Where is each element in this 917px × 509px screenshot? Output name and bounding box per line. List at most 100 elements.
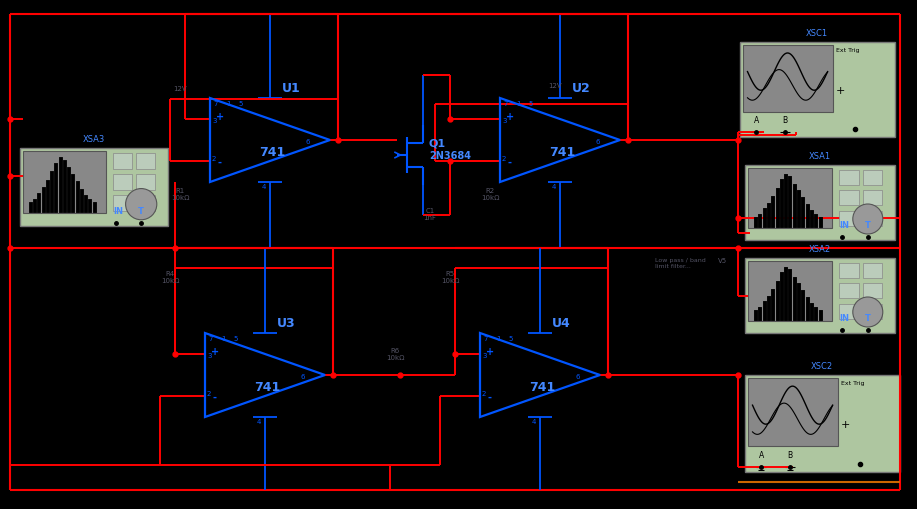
Text: -: - [508,158,512,168]
FancyBboxPatch shape [113,195,132,211]
Text: 6: 6 [596,139,601,145]
FancyBboxPatch shape [839,170,858,185]
Text: T: T [865,221,871,230]
FancyBboxPatch shape [839,283,858,298]
FancyBboxPatch shape [743,45,833,111]
FancyBboxPatch shape [863,211,882,225]
Text: 4: 4 [532,419,536,425]
Text: 6: 6 [306,139,311,145]
Text: T: T [138,207,144,216]
Text: Ext Trig: Ext Trig [836,48,859,53]
Text: 3: 3 [207,353,212,359]
Text: B: B [782,116,788,125]
Text: XSA3: XSA3 [83,135,105,144]
FancyBboxPatch shape [863,303,882,319]
Text: 5: 5 [508,336,513,342]
Text: 741: 741 [529,381,555,394]
FancyBboxPatch shape [839,211,858,225]
Text: XSA2: XSA2 [809,245,831,254]
Text: 4: 4 [552,184,557,190]
Text: IN: IN [839,221,849,230]
Text: A: A [758,451,764,460]
Text: Low pass / band
limit filter...: Low pass / band limit filter... [655,258,706,269]
Circle shape [853,297,883,327]
Text: V5: V5 [718,258,727,264]
FancyBboxPatch shape [745,258,895,333]
Text: 741: 741 [259,146,285,159]
Text: Q1: Q1 [429,139,447,149]
Text: U3: U3 [277,317,295,330]
Text: 2: 2 [212,156,216,162]
FancyBboxPatch shape [136,174,155,190]
Circle shape [126,188,157,220]
Text: Ext Trig: Ext Trig [841,381,865,386]
Text: 5: 5 [238,101,242,107]
Text: +: + [215,112,224,122]
Text: 12V: 12V [173,86,187,92]
Text: 5: 5 [233,336,238,342]
Text: A: A [754,116,758,125]
Text: +: + [506,112,514,122]
Text: 6: 6 [576,374,580,380]
Text: R2
10kΩ: R2 10kΩ [481,188,499,201]
FancyBboxPatch shape [136,195,155,211]
Text: R6
10kΩ: R6 10kΩ [386,348,404,361]
FancyBboxPatch shape [745,375,900,472]
Text: IN: IN [113,207,123,216]
FancyBboxPatch shape [748,261,832,321]
Text: 3: 3 [482,353,487,359]
FancyBboxPatch shape [748,168,832,228]
Text: 12V: 12V [548,83,562,89]
Text: +: + [486,347,494,357]
FancyBboxPatch shape [20,148,168,226]
Text: 7: 7 [213,101,217,107]
Circle shape [853,204,883,234]
FancyBboxPatch shape [745,165,895,240]
FancyBboxPatch shape [863,283,882,298]
Text: 2: 2 [207,391,212,397]
Text: 2: 2 [502,156,506,162]
FancyBboxPatch shape [839,190,858,205]
FancyBboxPatch shape [839,263,858,278]
Text: XSA1: XSA1 [809,152,831,161]
Text: IN: IN [839,314,849,323]
Text: -: - [218,158,222,168]
Text: 741: 741 [549,146,575,159]
FancyBboxPatch shape [113,174,132,190]
Text: -: - [213,393,217,403]
Text: 7: 7 [483,336,488,342]
Text: R1
10kΩ: R1 10kΩ [171,188,189,201]
Text: XSC2: XSC2 [811,362,833,371]
Text: R4
10kΩ: R4 10kΩ [160,271,179,284]
Text: U4: U4 [552,317,570,330]
Text: 4: 4 [262,184,266,190]
FancyBboxPatch shape [839,303,858,319]
Text: 1: 1 [221,336,226,342]
Text: +: + [836,86,845,96]
Text: -: - [488,393,492,403]
Text: 1: 1 [226,101,230,107]
Text: U1: U1 [282,82,301,95]
FancyBboxPatch shape [748,378,838,446]
Text: C1
1nF: C1 1nF [424,208,436,221]
Text: +: + [841,420,850,430]
Text: 7: 7 [503,101,507,107]
Text: 4: 4 [257,419,261,425]
FancyBboxPatch shape [113,153,132,168]
FancyBboxPatch shape [863,170,882,185]
FancyBboxPatch shape [23,151,105,213]
Text: 3: 3 [502,118,506,124]
Text: 2: 2 [482,391,486,397]
Text: 3: 3 [212,118,216,124]
FancyBboxPatch shape [863,263,882,278]
Text: U2: U2 [572,82,591,95]
Text: 7: 7 [208,336,213,342]
FancyBboxPatch shape [136,153,155,168]
Text: 5: 5 [528,101,533,107]
Text: T: T [865,314,871,323]
Text: +: + [211,347,219,357]
Text: 1: 1 [516,101,521,107]
Text: XSC1: XSC1 [806,29,828,38]
Text: 2N3684: 2N3684 [429,151,471,161]
Text: 1: 1 [496,336,501,342]
